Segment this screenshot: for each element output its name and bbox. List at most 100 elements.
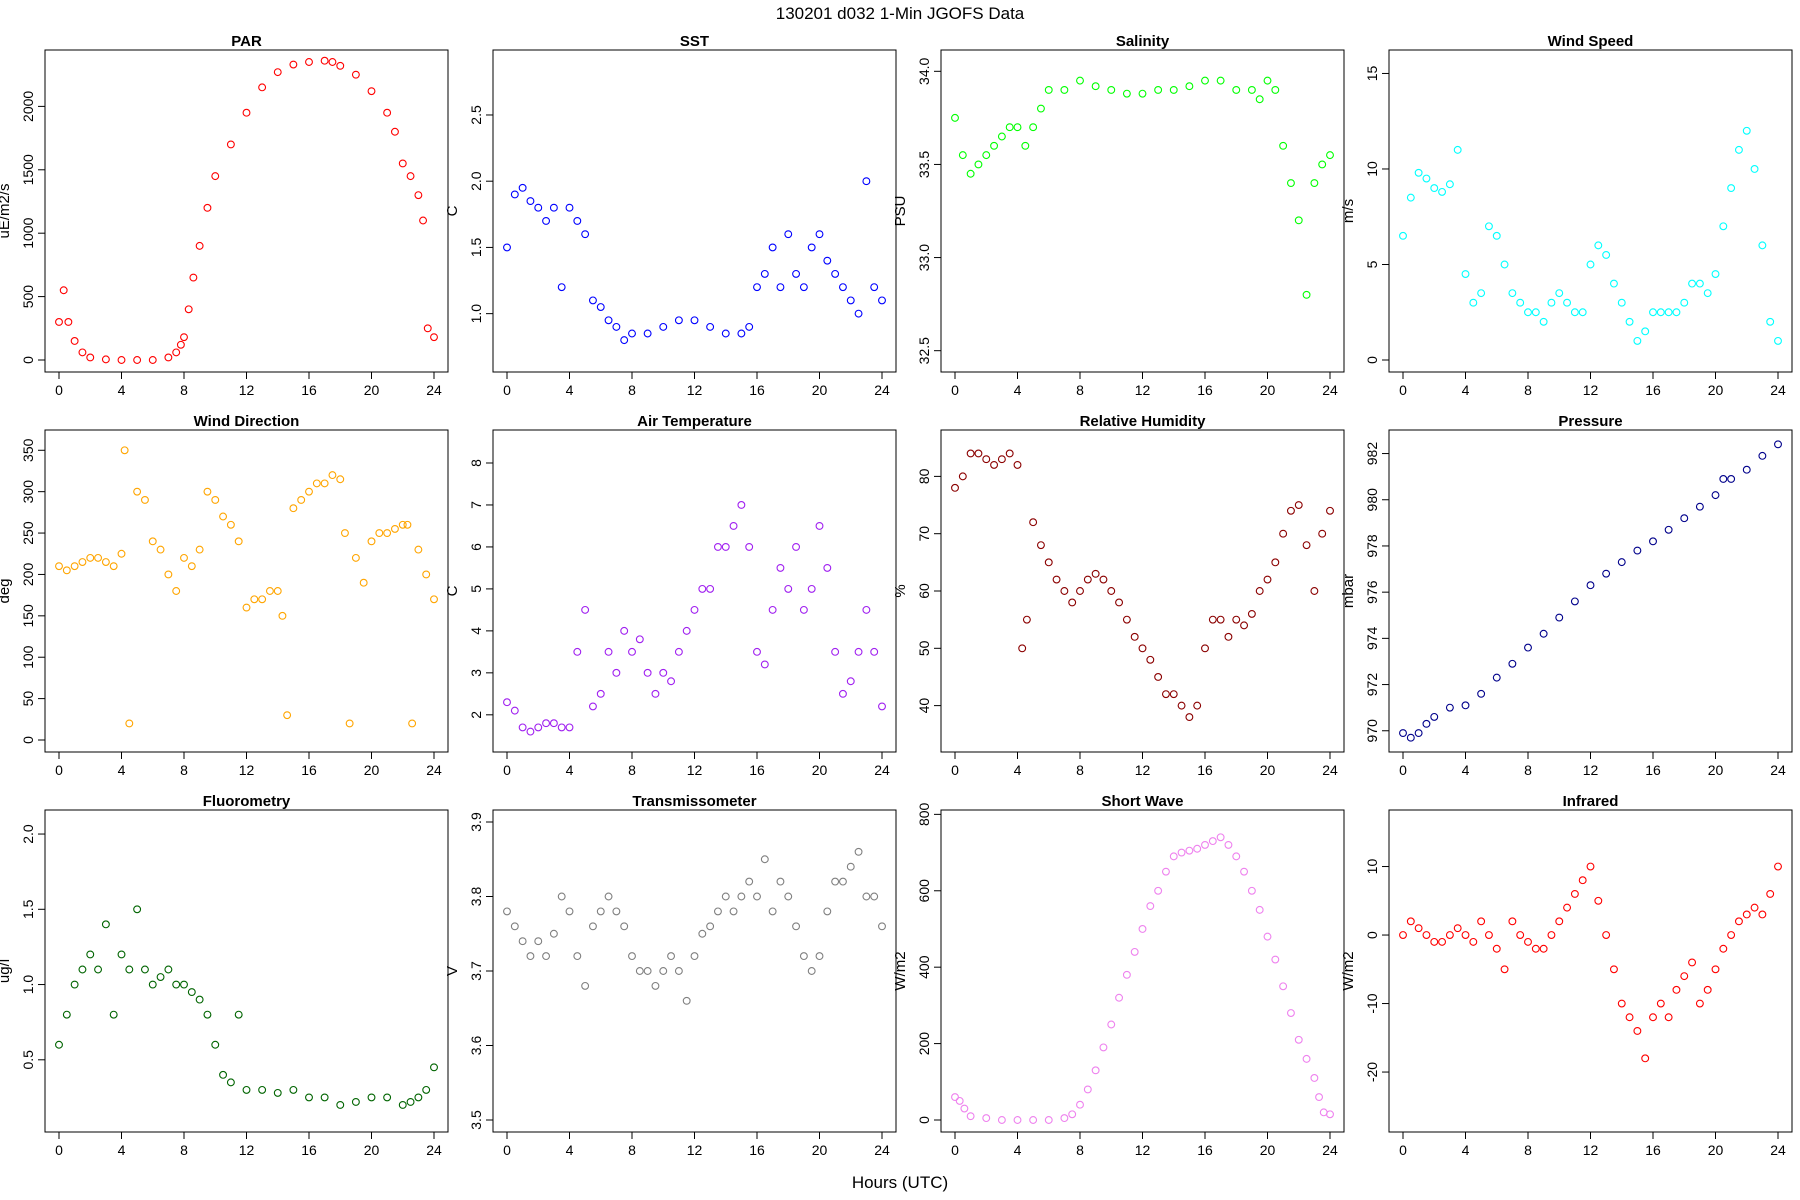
data-point (367, 1093, 376, 1102)
data-point (1445, 180, 1454, 189)
data-point (64, 318, 73, 326)
data-point (990, 460, 999, 469)
series-points (1399, 862, 1782, 1063)
data-point (1524, 308, 1532, 317)
data-point (768, 605, 777, 614)
panel-title: SST (680, 33, 709, 50)
data-point (1445, 703, 1454, 712)
x-tick-label: 20 (1708, 382, 1724, 398)
data-point (320, 56, 329, 65)
data-point (1594, 896, 1603, 905)
data-point (1484, 931, 1493, 939)
data-point (878, 922, 886, 931)
x-tick-label: 8 (628, 762, 636, 778)
data-point (784, 230, 793, 239)
data-point (1758, 241, 1767, 250)
x-tick-label: 20 (1260, 1142, 1276, 1158)
data-point (1578, 308, 1587, 317)
data-point (698, 929, 707, 938)
series-points (55, 905, 438, 1109)
data-point (1044, 85, 1053, 94)
data-point (1154, 886, 1163, 895)
data-point (1492, 673, 1501, 682)
y-tick-label: 2.5 (468, 105, 484, 125)
panel-title: Wind Direction (194, 413, 300, 430)
data-point (226, 520, 235, 529)
data-point (1461, 931, 1470, 939)
data-point (1271, 558, 1280, 567)
x-tick-label: 8 (1524, 382, 1532, 398)
data-point (1547, 298, 1556, 307)
data-point (534, 203, 543, 212)
data-point (982, 455, 991, 464)
data-point (1500, 965, 1509, 974)
data-point (133, 356, 142, 364)
data-point (203, 487, 212, 496)
data-point (1633, 336, 1642, 345)
data-point (807, 967, 816, 975)
data-point (1302, 1054, 1311, 1063)
x-tick-label: 20 (1708, 1142, 1724, 1158)
data-point (604, 647, 613, 656)
data-point (1508, 659, 1517, 668)
x-axis-label: Hours (UTC) (852, 1173, 948, 1192)
data-point (807, 243, 816, 252)
data-point (1169, 852, 1178, 861)
data-point (1586, 862, 1595, 871)
data-point (854, 309, 863, 318)
data-point (604, 316, 613, 325)
data-point (542, 719, 551, 728)
data-point (503, 907, 511, 916)
y-tick-label: -10 (1364, 993, 1380, 1013)
data-point (1516, 298, 1525, 307)
data-point (1115, 598, 1124, 607)
x-tick-label: 16 (301, 1142, 317, 1158)
y-tick-label: 1.5 (468, 237, 484, 257)
data-point (1719, 475, 1728, 483)
data-point (94, 965, 103, 974)
data-point (1570, 889, 1579, 898)
data-point (518, 723, 527, 732)
data-point (1318, 529, 1327, 538)
series-points (951, 449, 1334, 722)
data-point (1414, 924, 1423, 933)
data-point (1555, 289, 1564, 298)
data-point (951, 113, 959, 122)
data-point (408, 719, 417, 728)
data-point (336, 61, 345, 70)
data-point (1138, 925, 1147, 933)
data-point (753, 283, 761, 292)
data-point (784, 584, 793, 593)
data-point (831, 647, 840, 656)
data-point (184, 305, 193, 314)
data-point (430, 1063, 438, 1072)
data-point (674, 647, 683, 656)
data-point (1294, 501, 1303, 509)
x-tick-label: 20 (364, 762, 380, 778)
panel-2: Salinity PSU 0 4 8 12 16 20 24 32.5 33.0 33.5 34.0 (892, 33, 1345, 398)
y-tick-label: 0 (916, 1116, 932, 1124)
x-tick-label: 20 (812, 762, 828, 778)
data-point (1224, 632, 1233, 641)
data-point (1310, 179, 1319, 188)
data-point (1076, 1100, 1084, 1109)
y-tick-label: 5 (468, 585, 484, 593)
data-point (581, 230, 590, 239)
data-point (612, 907, 621, 916)
x-tick-label: 16 (1197, 1142, 1213, 1158)
data-point (651, 981, 660, 990)
data-point (1279, 141, 1288, 150)
x-tick-label: 20 (1708, 762, 1724, 778)
data-point (1005, 123, 1014, 132)
data-point (870, 647, 879, 656)
data-point (951, 1093, 959, 1102)
data-point (109, 1010, 118, 1019)
data-point (328, 471, 337, 480)
data-point (1091, 569, 1100, 578)
data-point (854, 847, 863, 856)
data-point (1602, 569, 1611, 578)
data-point (1680, 514, 1689, 523)
data-point (674, 967, 683, 975)
data-point (807, 584, 816, 593)
x-tick-label: 12 (687, 1142, 703, 1158)
